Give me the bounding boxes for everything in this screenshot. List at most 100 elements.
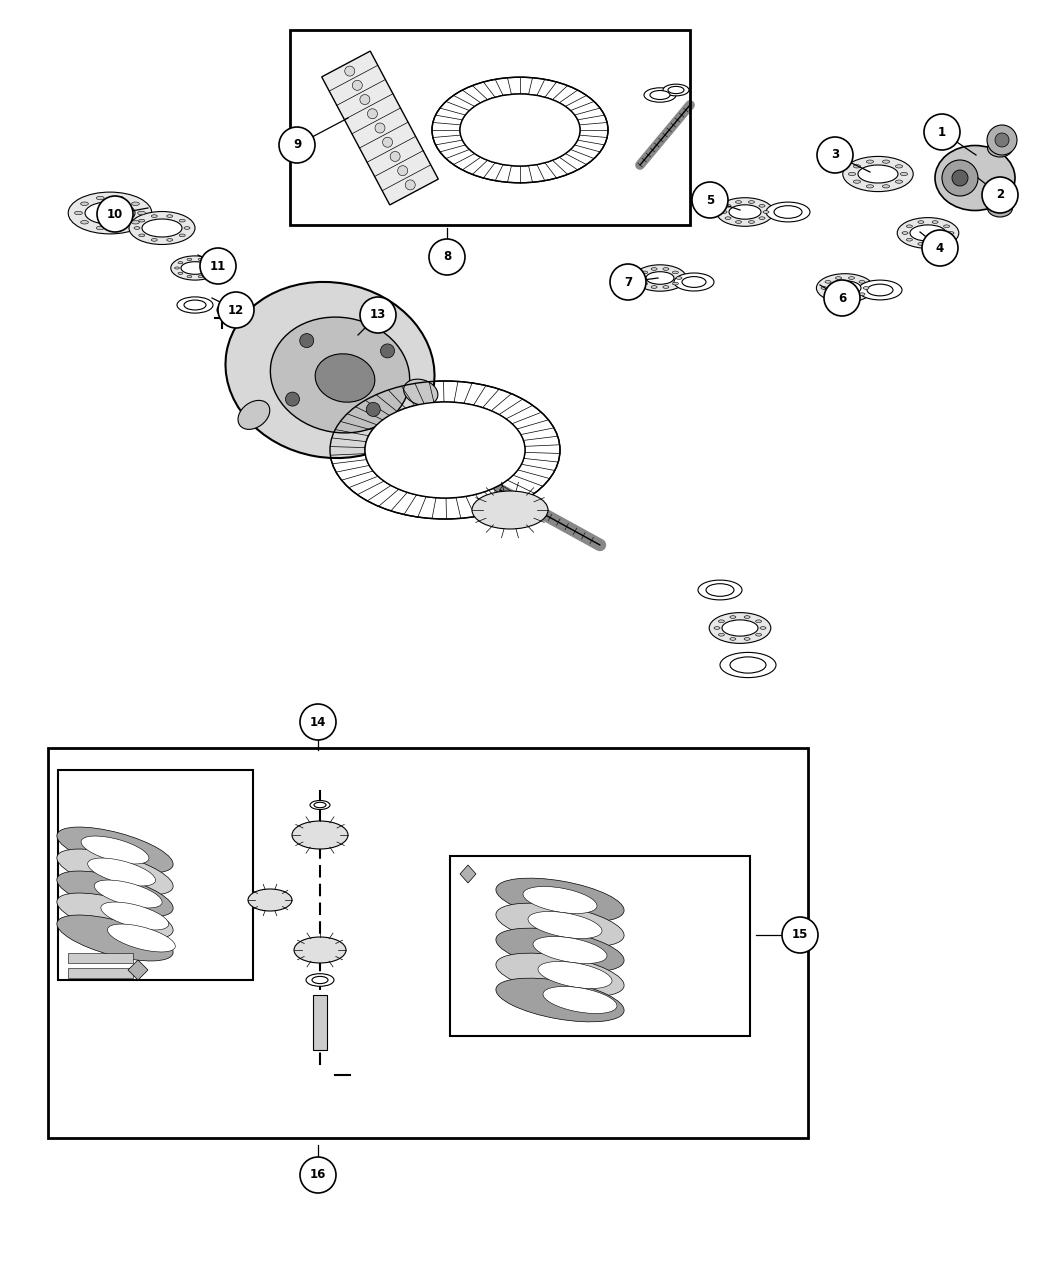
Ellipse shape	[460, 94, 580, 166]
Bar	[68, 968, 133, 978]
Ellipse shape	[226, 282, 435, 458]
Polygon shape	[321, 51, 438, 205]
Ellipse shape	[139, 219, 145, 222]
Circle shape	[300, 1156, 336, 1193]
Ellipse shape	[766, 203, 810, 222]
Text: 4: 4	[936, 241, 944, 255]
Text: 3: 3	[831, 148, 839, 162]
Bar	[58, 770, 253, 980]
Circle shape	[200, 249, 236, 284]
Ellipse shape	[821, 287, 827, 289]
Ellipse shape	[87, 858, 155, 886]
Ellipse shape	[706, 584, 734, 597]
Ellipse shape	[987, 199, 1012, 217]
Ellipse shape	[848, 172, 856, 176]
Text: 14: 14	[310, 715, 327, 728]
Ellipse shape	[315, 353, 375, 402]
Ellipse shape	[676, 277, 682, 279]
Circle shape	[817, 136, 853, 173]
Ellipse shape	[365, 402, 525, 499]
Ellipse shape	[171, 256, 219, 280]
Ellipse shape	[735, 200, 741, 204]
Ellipse shape	[57, 915, 173, 961]
Circle shape	[610, 264, 646, 300]
Text: 10: 10	[107, 208, 123, 221]
Ellipse shape	[180, 219, 185, 222]
Ellipse shape	[944, 224, 949, 228]
Text: 11: 11	[210, 260, 226, 273]
Ellipse shape	[830, 280, 861, 296]
Ellipse shape	[901, 172, 907, 176]
Ellipse shape	[134, 227, 140, 230]
Circle shape	[360, 94, 370, 105]
Ellipse shape	[906, 238, 912, 241]
Ellipse shape	[918, 242, 924, 245]
Ellipse shape	[85, 201, 135, 224]
Ellipse shape	[651, 268, 657, 270]
Ellipse shape	[948, 232, 954, 235]
Ellipse shape	[902, 232, 908, 235]
Circle shape	[366, 403, 380, 417]
Ellipse shape	[817, 274, 874, 302]
Ellipse shape	[910, 224, 946, 241]
Circle shape	[217, 305, 227, 315]
Ellipse shape	[718, 634, 724, 636]
Ellipse shape	[744, 638, 750, 640]
Ellipse shape	[167, 214, 173, 218]
Ellipse shape	[721, 210, 727, 213]
Ellipse shape	[177, 297, 213, 314]
Ellipse shape	[207, 272, 212, 274]
Ellipse shape	[496, 928, 624, 972]
Polygon shape	[460, 864, 476, 884]
Bar	[68, 952, 133, 963]
Text: 13: 13	[370, 309, 386, 321]
Circle shape	[97, 196, 133, 232]
Ellipse shape	[934, 145, 1015, 210]
Ellipse shape	[211, 266, 215, 269]
Ellipse shape	[238, 400, 270, 430]
Ellipse shape	[918, 221, 924, 223]
Ellipse shape	[663, 84, 689, 96]
Ellipse shape	[57, 871, 173, 917]
Ellipse shape	[867, 284, 892, 296]
Circle shape	[942, 159, 978, 196]
Circle shape	[995, 133, 1009, 147]
Ellipse shape	[858, 280, 902, 300]
Ellipse shape	[749, 221, 755, 223]
Circle shape	[429, 238, 465, 275]
Ellipse shape	[672, 272, 678, 274]
Ellipse shape	[682, 277, 706, 287]
Bar	[290, 31, 690, 224]
Circle shape	[824, 280, 860, 316]
Ellipse shape	[97, 196, 104, 200]
Ellipse shape	[882, 161, 889, 163]
Circle shape	[380, 344, 395, 358]
Ellipse shape	[75, 212, 82, 214]
Ellipse shape	[854, 180, 861, 184]
Polygon shape	[128, 960, 148, 980]
Ellipse shape	[843, 157, 914, 191]
Ellipse shape	[882, 185, 889, 187]
Ellipse shape	[198, 275, 203, 278]
Ellipse shape	[187, 259, 192, 260]
Ellipse shape	[644, 88, 676, 102]
Ellipse shape	[759, 204, 765, 207]
Ellipse shape	[139, 235, 145, 237]
Ellipse shape	[57, 827, 173, 873]
Ellipse shape	[944, 238, 949, 241]
Ellipse shape	[151, 238, 158, 241]
Circle shape	[286, 393, 299, 407]
Ellipse shape	[151, 214, 158, 218]
Ellipse shape	[198, 259, 203, 260]
Ellipse shape	[167, 238, 173, 241]
Ellipse shape	[174, 266, 180, 269]
Text: 5: 5	[706, 194, 714, 207]
Circle shape	[299, 334, 314, 348]
Ellipse shape	[651, 286, 657, 288]
Ellipse shape	[184, 300, 206, 310]
Ellipse shape	[756, 634, 761, 636]
Ellipse shape	[523, 886, 597, 913]
Circle shape	[922, 230, 958, 266]
Ellipse shape	[716, 198, 774, 226]
Ellipse shape	[68, 193, 152, 233]
